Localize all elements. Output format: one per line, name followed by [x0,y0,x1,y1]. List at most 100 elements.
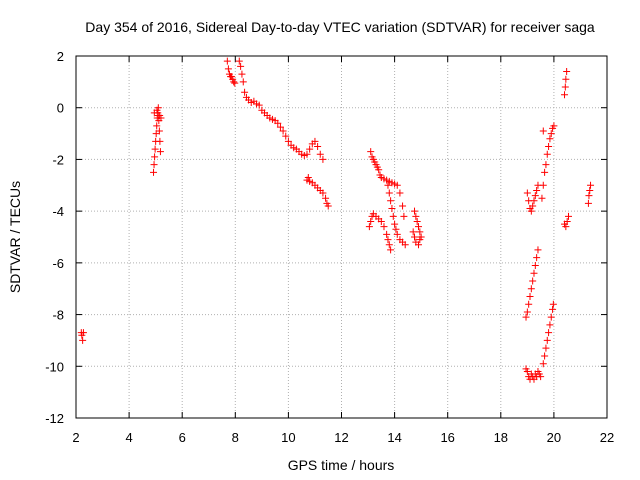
data-point [586,186,594,194]
data-point [324,202,332,210]
x-tick-label: 10 [281,430,295,445]
data-point [239,78,247,86]
y-tick-label: 2 [57,49,64,64]
data-point [393,230,401,238]
data-point [523,367,531,375]
data-point [549,305,557,313]
data-point [385,189,393,197]
data-point [534,246,542,254]
data-point [565,212,573,220]
data-point [562,223,570,231]
data-point [539,360,547,368]
y-tick-label: -2 [52,152,64,167]
data-point [151,153,159,161]
data-point [531,261,539,269]
data-point [282,132,290,140]
data-point [392,225,400,233]
data-point [151,145,159,153]
data-point [387,197,395,205]
y-tick-label: -4 [52,204,64,219]
data-point [150,168,158,176]
data-point [527,207,535,215]
data-point [241,88,249,96]
data-point [545,143,553,150]
data-point [563,68,571,76]
data-point [157,114,165,122]
data-point [155,127,163,135]
data-point [563,217,571,225]
data-point [409,228,417,236]
data-point [274,119,282,127]
data-point [156,137,164,145]
data-point [523,189,531,197]
data-point [276,123,284,131]
data-point [391,220,399,228]
data-point [79,336,87,344]
data-point [314,143,322,150]
data-point [365,223,373,231]
data-point [413,217,421,225]
data-point [529,202,537,210]
x-axis-label: GPS time / hours [288,457,395,473]
data-point [522,313,530,321]
data-point [399,202,407,210]
grid-lines [76,56,607,418]
data-point [384,181,392,189]
y-tick-label: 0 [57,101,64,116]
data-point [380,223,388,231]
data-point [414,223,422,231]
x-tick-label: 8 [232,430,239,445]
chart-title: Day 354 of 2016, Sidereal Day-to-day VTE… [85,19,595,35]
data-point [584,199,592,207]
data-point [530,269,538,277]
y-tick-label: -6 [52,256,64,271]
data-point [224,65,232,73]
data-point [523,308,531,316]
data-point [542,161,550,169]
data-point [303,150,311,158]
data-point [316,150,324,158]
data-point [411,233,419,241]
x-tick-label: 6 [179,430,186,445]
x-tick-label: 14 [387,430,401,445]
data-point [385,241,393,249]
data-point [541,168,549,176]
y-tick-label: -12 [45,411,64,426]
data-point [231,79,239,87]
data-point [561,83,569,91]
data-point [284,137,292,145]
y-tick-label: -10 [45,359,64,374]
data-point [533,254,541,262]
x-tick-labels: 2 4 6 8 10 12 14 16 18 20 22 [72,430,614,445]
data-point [542,344,550,352]
axis-ticks [75,55,608,419]
data-point [367,217,375,225]
data-point [531,192,539,200]
x-tick-label: 20 [547,430,561,445]
data-point [416,236,424,244]
data-point [223,57,231,65]
data-point [388,205,396,213]
data-point [156,148,164,156]
data-point [412,212,420,220]
data-point [545,329,553,337]
data-point [541,352,549,360]
data-point [562,75,570,83]
x-tick-label: 16 [440,430,454,445]
data-point [389,212,397,220]
x-tick-label: 4 [125,430,132,445]
data-point [543,336,551,344]
y-tick-labels: 2 0 -2 -4 -6 -8 -10 -12 [45,49,64,426]
data-point [533,186,541,194]
data-points [77,57,595,383]
data-point [322,194,330,202]
data-point [547,313,555,321]
data-point [529,277,537,285]
y-axis-label: SDTVAR / TECUs [7,181,23,293]
data-point [400,212,408,220]
y-tick-label: -8 [52,308,64,323]
data-point [319,155,327,163]
data-point [238,70,246,78]
data-point [587,181,595,189]
